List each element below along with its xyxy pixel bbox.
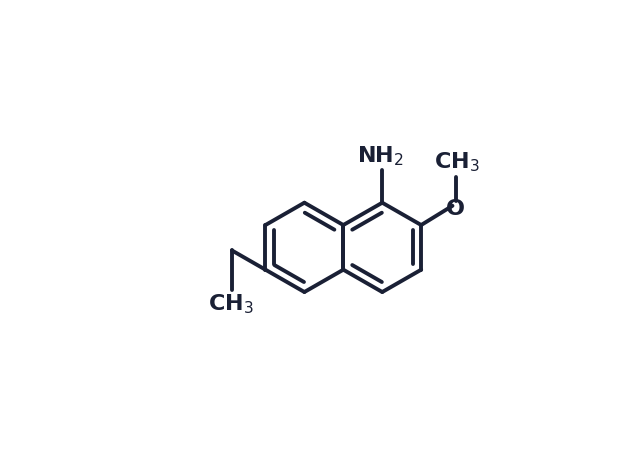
Text: CH$_3$: CH$_3$ <box>207 293 253 316</box>
Text: NH$_2$: NH$_2$ <box>357 144 404 168</box>
Text: O: O <box>446 199 465 219</box>
Text: CH$_3$: CH$_3$ <box>435 150 480 174</box>
